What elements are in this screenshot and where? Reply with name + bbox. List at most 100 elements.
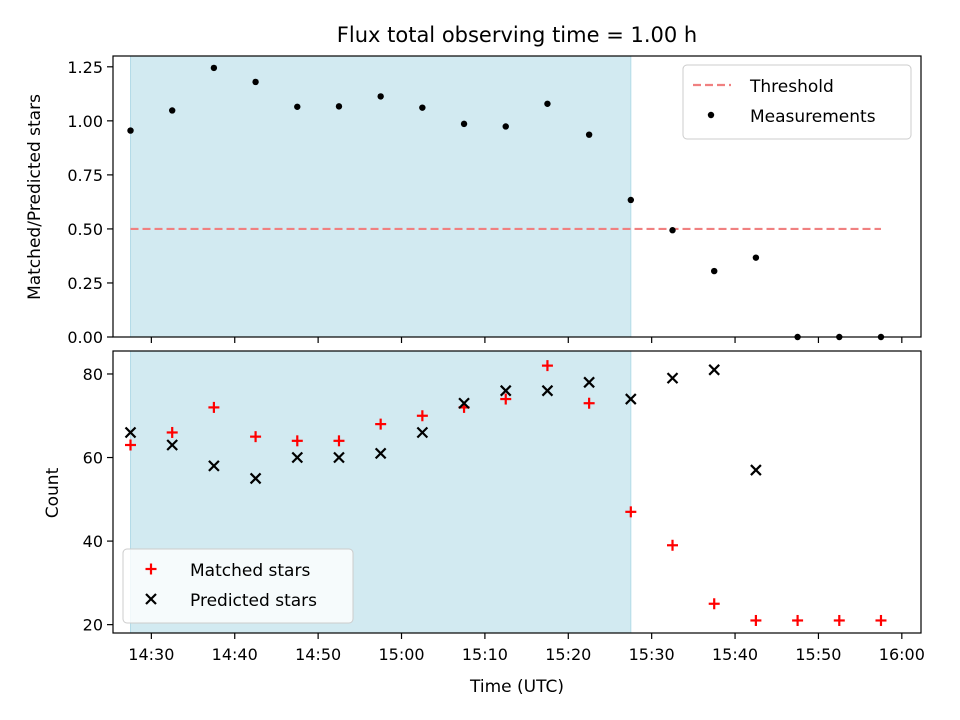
predicted-point-b: [208, 460, 220, 472]
predicted-point-b: [499, 384, 512, 397]
x-tick-label: 15:50: [795, 645, 841, 664]
matched-point: [875, 614, 887, 626]
predicted-point: [666, 372, 679, 384]
predicted-point-b: [750, 464, 762, 476]
predicted-point: [291, 451, 304, 464]
predicted-point: [416, 426, 429, 439]
predicted-point-b: [708, 364, 720, 376]
measurements-point: [627, 196, 635, 204]
predicted-point: [458, 397, 470, 410]
legend-measurements-label: Measurements: [750, 107, 876, 127]
predicted-point-b: [458, 397, 470, 410]
measurements-point: [127, 127, 134, 134]
axes-frame: [112, 350, 922, 634]
x-tick-label: 14:50: [295, 645, 341, 664]
legend: Matched stars Predicted stars: [122, 548, 354, 624]
legend-predicted-swatch: [145, 593, 157, 605]
predicted-point: [583, 376, 595, 389]
x-axis-label: Time (UTC): [469, 677, 564, 697]
predicted-point-b: [541, 384, 554, 397]
matched-point: [500, 393, 512, 405]
legend-frame: [682, 64, 912, 140]
matched-point: [750, 614, 762, 626]
matched-point: [333, 435, 345, 447]
predicted-point: [499, 384, 512, 397]
ratio-panel: 0.00 0.25 0.50 0.75 1.00 1.25 Threshold Measure…: [67, 55, 922, 347]
x-tick-label: 15:20: [545, 645, 591, 664]
y-tick-label: 80: [83, 365, 103, 384]
measurements-point: [585, 131, 593, 138]
matched-point: [625, 506, 637, 518]
x-tick-label: 14:40: [212, 645, 258, 664]
predicted-point: [124, 426, 137, 439]
chart-title: Flux total observing time = 1.00 h: [337, 23, 697, 47]
count-panel: 20 40 60 80 14:30 14:40 14:50 15:00 15:10 15:20 15…: [83, 350, 925, 664]
legend-frame: [122, 548, 354, 624]
y-tick-label: 40: [83, 532, 103, 551]
predicted-point: [333, 451, 345, 464]
ratio-y-axis-label: Matched/Predicted stars: [25, 94, 45, 300]
predicted-point: [541, 384, 554, 397]
predicted-point-b: [333, 451, 345, 464]
y-tick-label: 0.50: [67, 220, 103, 239]
matched-point: [375, 418, 387, 430]
predicted-point: [708, 364, 720, 376]
matched-point: [291, 435, 303, 447]
legend-predicted-label: Predicted stars: [190, 591, 317, 611]
predicted-point-b: [666, 372, 679, 384]
predicted-point-b: [249, 472, 262, 485]
measurements-point: [419, 104, 426, 111]
predicted-point-b: [291, 451, 304, 464]
matched-point: [792, 614, 804, 626]
matched-point: [125, 439, 137, 451]
x-tick-label: 15:30: [629, 645, 675, 664]
y-tick-label: 60: [83, 449, 103, 468]
measurements-point: [460, 120, 468, 128]
predicted-point: [625, 393, 637, 405]
legend-threshold-label: Threshold: [749, 77, 834, 97]
measurements-point: [335, 103, 343, 110]
matched-point: [833, 614, 845, 626]
count-y-axis-label: Count: [43, 467, 63, 518]
x-tick-label: 15:10: [462, 645, 508, 664]
predicted-point-b: [625, 393, 637, 405]
x-tick-label: 15:00: [378, 645, 424, 664]
matched-point: [541, 360, 553, 372]
predicted-point: [374, 447, 387, 460]
measurements-point: [252, 78, 259, 86]
matched-point: [416, 410, 428, 422]
measurements-point: [294, 103, 301, 110]
matched-point: [208, 401, 220, 413]
predicted-point-b: [124, 426, 137, 439]
matched-point: [583, 397, 595, 409]
legend-matched-swatch: [145, 563, 157, 575]
measurements-point: [169, 107, 176, 114]
legend-matched-label: Matched stars: [190, 561, 310, 581]
legend-predicted-swatch-b: [145, 593, 157, 605]
y-tick-label: 0.75: [67, 166, 103, 185]
measurements-point: [377, 93, 384, 100]
predicted-point-b: [583, 376, 595, 389]
x-tick-label: 16:00: [879, 645, 925, 664]
predicted-point-b: [374, 447, 387, 460]
measurements-point: [711, 267, 718, 275]
x-tick-label: 15:40: [712, 645, 758, 664]
y-tick-label: 0.25: [67, 274, 103, 293]
measurements-point: [669, 227, 676, 234]
matched-point: [667, 539, 679, 551]
y-tick-label: 0.00: [67, 328, 103, 347]
y-tick-label: 20: [83, 616, 103, 635]
legend-measurements-swatch: [707, 111, 715, 119]
axes-frame: [112, 55, 922, 338]
legend: Threshold Measurements: [682, 64, 912, 140]
predicted-point: [249, 472, 262, 485]
matched-point: [250, 431, 262, 443]
predicted-point: [750, 464, 762, 476]
matched-point: [708, 598, 720, 610]
predicted-point: [166, 439, 178, 451]
predicted-point-b: [416, 426, 429, 439]
measurements-point: [544, 100, 551, 107]
predicted-point-b: [166, 439, 178, 451]
predicted-point: [208, 460, 220, 472]
